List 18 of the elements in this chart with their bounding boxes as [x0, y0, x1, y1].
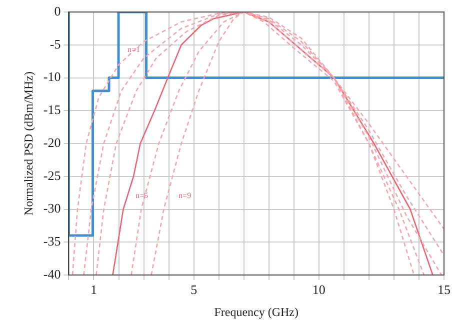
x-tick-label: 5 — [190, 282, 198, 298]
x-axis-title: Frequency (GHz) — [214, 304, 299, 319]
y-tick-label: 0 — [54, 3, 61, 18]
x-tick-label: 15 — [438, 282, 450, 298]
x-tick-label: 1 — [90, 282, 97, 298]
y-axis-title: Normalized PSD (dBm/MHz) — [21, 72, 36, 216]
y-tick-label: -15 — [43, 102, 61, 118]
annotation: n=9 — [178, 191, 192, 200]
annotation: n=5 — [136, 191, 148, 200]
y-tick-label: -10 — [43, 69, 61, 84]
y-tick-label: -25 — [43, 168, 61, 183]
y-tick-label: -40 — [43, 266, 61, 282]
y-tick-label: -30 — [43, 200, 61, 216]
y-tick-label: -20 — [43, 134, 61, 150]
x-tick-label: 10 — [312, 282, 326, 298]
annotation: n=1 — [128, 45, 140, 54]
y-tick-label: -5 — [50, 36, 61, 52]
y-tick-label: -35 — [43, 234, 61, 249]
